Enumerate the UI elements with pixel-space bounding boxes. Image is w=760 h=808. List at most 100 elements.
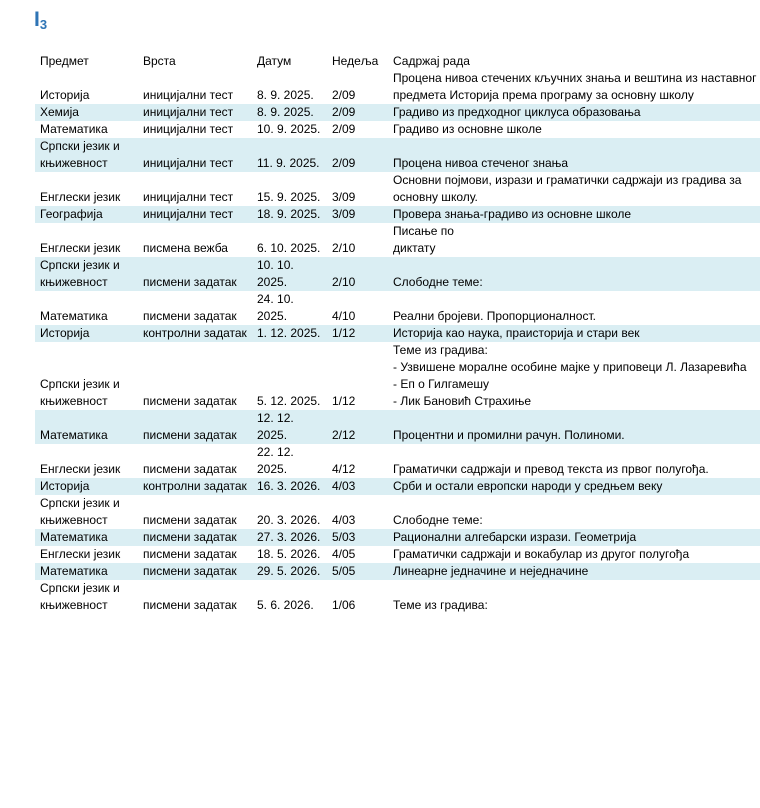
table-cell: Процена нивоа стеченог знања bbox=[388, 138, 760, 172]
table-cell: 22. 12. 2025. bbox=[257, 445, 294, 476]
table-row: Математика писмени задатак 12. 12. 2025. 2/… bbox=[35, 410, 760, 444]
table-cell: Писање по диктату bbox=[393, 224, 454, 255]
table-cell: писмени задатак bbox=[143, 598, 237, 612]
table-cell: Српски језик и књижевност bbox=[40, 496, 120, 527]
table-cell: 2/10 bbox=[332, 241, 356, 255]
table-cell: Српски језик и књижевност bbox=[40, 377, 120, 408]
table-cell: писмена вежба bbox=[143, 241, 228, 255]
table-cell: 5. 12. 2025. bbox=[257, 394, 321, 408]
table-cell: 2/09 bbox=[327, 138, 388, 172]
table-cell: Рационални алгебарски изрази. Геометрија bbox=[388, 529, 760, 546]
table-row: Енглески језик писмена вежба 6. 10. 2025. 2… bbox=[35, 223, 760, 257]
title: I3 bbox=[34, 8, 47, 32]
table-cell: иницијални тест bbox=[143, 88, 234, 102]
table-cell: иницијални тест bbox=[138, 206, 252, 223]
table-cell: 4/03 bbox=[332, 513, 356, 527]
table-cell: Српски језик и књижевност bbox=[35, 138, 138, 172]
table-cell: 1. 12. 2025. bbox=[252, 325, 327, 342]
table-cell: 5/03 bbox=[327, 529, 388, 546]
table-cell: Српски језик и књижевност bbox=[35, 257, 138, 291]
table-cell: 5. 6. 2026. bbox=[257, 598, 314, 612]
table-cell: Математика bbox=[40, 309, 108, 323]
header-row: Предмет Врста Датум Недеља Садржај рада bbox=[35, 53, 760, 70]
table-cell: 27. 3. 2026. bbox=[252, 529, 327, 546]
table-cell: 8. 9. 2025. bbox=[257, 88, 314, 102]
table-cell: писмени задатак bbox=[138, 410, 252, 444]
table-cell: 18. 5. 2026. bbox=[257, 547, 321, 561]
table-cell: 1/06 bbox=[332, 598, 356, 612]
table-row: Енглески језик писмени задатак 18. 5. 2026… bbox=[35, 546, 760, 563]
table-cell: Енглески језик bbox=[40, 547, 121, 561]
table-cell: 2/09 bbox=[332, 88, 356, 102]
table-cell: писмени задатак bbox=[143, 394, 237, 408]
column-header: Датум bbox=[257, 54, 292, 68]
table-cell: 1/12 bbox=[327, 325, 388, 342]
table-row: Енглески језик иницијални тест 15. 9. 2025… bbox=[35, 172, 760, 206]
table-cell: 11. 9. 2025. bbox=[252, 138, 327, 172]
table-cell: 1/12 bbox=[332, 394, 356, 408]
table-cell: писмени задатак bbox=[143, 513, 237, 527]
table-cell: Основни појмови, изрази и граматички сад… bbox=[393, 173, 742, 204]
column-header: Недеља bbox=[332, 54, 379, 68]
table-row: Српски језик и књижевност писмени задатак… bbox=[35, 495, 760, 529]
table-cell: 3/09 bbox=[332, 190, 356, 204]
table-cell: 10. 9. 2025. bbox=[257, 122, 321, 136]
table-cell: Математика bbox=[35, 410, 138, 444]
table-row: Математика писмени задатак 29. 5. 2026. 5/0… bbox=[35, 563, 760, 580]
table-cell: контролни задатак bbox=[138, 478, 252, 495]
table-row: Математика писмени задатак 27. 3. 2026. 5/0… bbox=[35, 529, 760, 546]
table-cell: Процена нивоа стечених кључних знања и в… bbox=[393, 71, 757, 102]
title-main: I bbox=[34, 8, 40, 31]
table-row: Српски језик и књижевност писмени задатак… bbox=[35, 257, 760, 291]
table-cell: Теме из градива: - Узвишене моралне особ… bbox=[393, 343, 747, 408]
table-cell: 3/09 bbox=[327, 206, 388, 223]
table-cell: 4/03 bbox=[327, 478, 388, 495]
column-header: Врста bbox=[143, 54, 176, 68]
table-row: Српски језик и књижевност писмени задатак… bbox=[35, 342, 760, 410]
table-cell: 2/10 bbox=[327, 257, 388, 291]
table-row: Географија иницијални тест 18. 9. 2025. 3/0… bbox=[35, 206, 760, 223]
table-row: Историја контролни задатак 16. 3. 2026. 4/0… bbox=[35, 478, 760, 495]
table-cell: 2/09 bbox=[327, 104, 388, 121]
table-row: Математика иницијални тест 10. 9. 2025. 2/0… bbox=[35, 121, 760, 138]
table-row: Енглески језик писмени задатак 22. 12. 202… bbox=[35, 444, 760, 478]
table-cell: 10. 10. 2025. bbox=[252, 257, 327, 291]
table-cell: Математика bbox=[35, 563, 138, 580]
table-cell: Граматички садржаји и вокабулар из друго… bbox=[393, 547, 690, 561]
table-cell: 4/05 bbox=[332, 547, 356, 561]
table-cell: Реални бројеви. Пропорционалност. bbox=[393, 309, 596, 323]
table-cell: Слободне теме: bbox=[388, 257, 760, 291]
table-cell: Енглески језик bbox=[40, 462, 121, 476]
table-cell: 15. 9. 2025. bbox=[257, 190, 321, 204]
table-row: Математика писмени задатак 24. 10. 2025. 4/… bbox=[35, 291, 760, 325]
table-cell: Градиво из основне школе bbox=[393, 122, 542, 136]
table-cell: Граматички садржаји и превод текста из п… bbox=[393, 462, 709, 476]
table-cell: 4/10 bbox=[332, 309, 356, 323]
table-cell: 4/12 bbox=[332, 462, 356, 476]
table-cell: Теме из градива: bbox=[393, 598, 488, 612]
table-cell: 16. 3. 2026. bbox=[252, 478, 327, 495]
table-row: Историја иницијални тест 8. 9. 2025. 2/09 Пр… bbox=[35, 70, 760, 104]
table-cell: Процентни и промилни рачун. Полиноми. bbox=[388, 410, 760, 444]
table-cell: писмени задатак bbox=[143, 462, 237, 476]
table-cell: Географија bbox=[35, 206, 138, 223]
table-cell: иницијални тест bbox=[138, 104, 252, 121]
table-cell: Срби и остали европски народи у средњем … bbox=[388, 478, 760, 495]
table-cell: Хемија bbox=[35, 104, 138, 121]
table-cell: Енглески језик bbox=[40, 241, 121, 255]
table-cell: писмени задатак bbox=[138, 563, 252, 580]
column-header: Садржај рада bbox=[393, 54, 470, 68]
table-cell: Српски језик и књижевност bbox=[40, 581, 120, 612]
table-cell: Енглески језик bbox=[40, 190, 121, 204]
table-cell: Историја bbox=[35, 325, 138, 342]
table-cell: 29. 5. 2026. bbox=[252, 563, 327, 580]
title-sub: 3 bbox=[39, 17, 48, 32]
table-cell: Провера знања-градиво из основне школе bbox=[388, 206, 760, 223]
table-cell: 5/05 bbox=[327, 563, 388, 580]
table-cell: 20. 3. 2026. bbox=[257, 513, 321, 527]
table-cell: иницијални тест bbox=[138, 138, 252, 172]
table-cell: 18. 9. 2025. bbox=[252, 206, 327, 223]
table-cell: Градиво из предходног циклуса образовања bbox=[388, 104, 760, 121]
table-cell: Историја bbox=[40, 88, 90, 102]
table-cell: иницијални тест bbox=[143, 190, 234, 204]
